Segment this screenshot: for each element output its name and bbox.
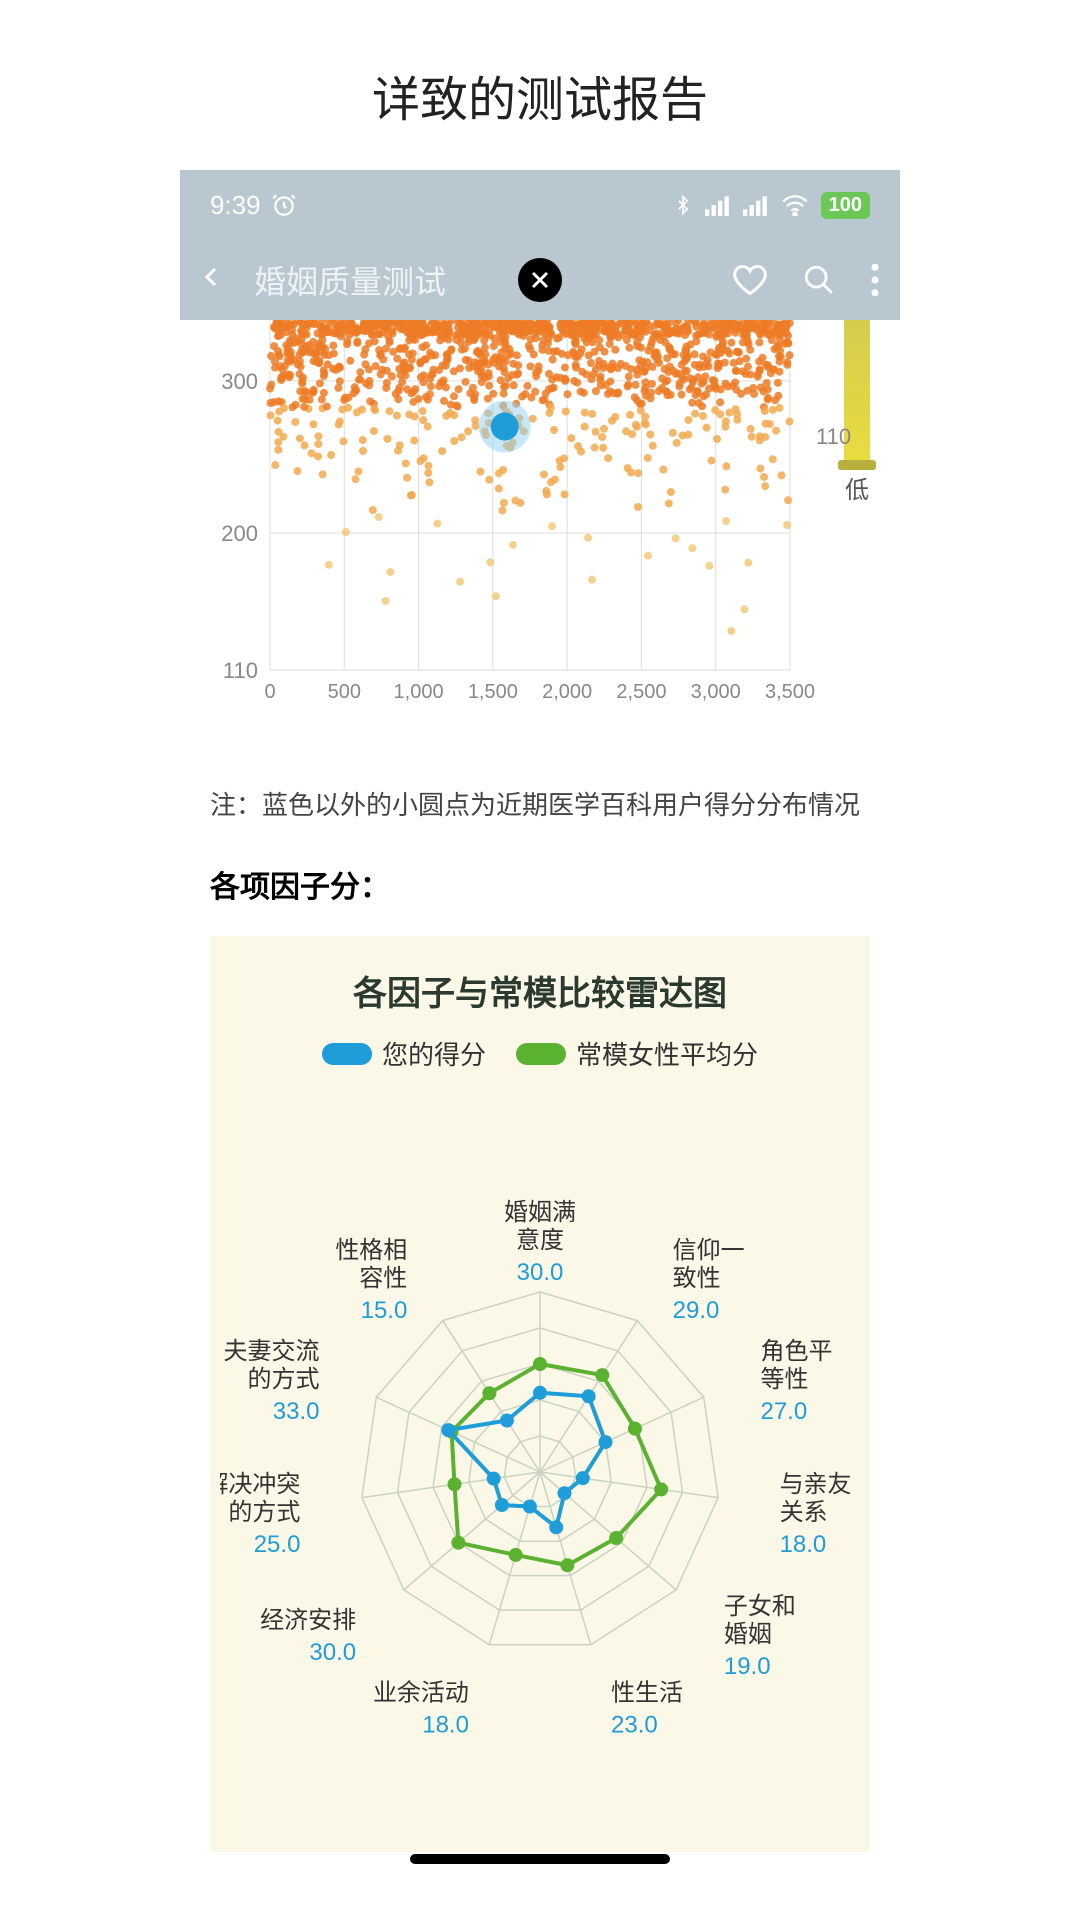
- svg-text:关系: 关系: [780, 1499, 828, 1526]
- svg-text:婚姻满: 婚姻满: [504, 1199, 576, 1226]
- svg-text:的方式: 的方式: [228, 1499, 300, 1526]
- svg-text:1,000: 1,000: [394, 681, 444, 703]
- radar-title: 各因子与常模比较雷达图: [220, 966, 860, 1015]
- radar-legend: 您的得分 常模女性平均分: [220, 1035, 860, 1072]
- svg-text:与亲友: 与亲友: [780, 1471, 852, 1498]
- svg-text:27.0: 27.0: [760, 1398, 807, 1425]
- svg-text:性生活: 性生活: [611, 1679, 683, 1706]
- svg-text:子女和: 子女和: [724, 1593, 796, 1620]
- svg-text:容性: 容性: [359, 1265, 407, 1292]
- chart-note: 注：蓝色以外的小圆点为近期医学百科用户得分分布情况: [180, 725, 900, 852]
- svg-text:等性: 等性: [760, 1366, 808, 1393]
- svg-text:29.0: 29.0: [673, 1297, 720, 1324]
- svg-text:200: 200: [221, 521, 258, 546]
- svg-text:的方式: 的方式: [248, 1366, 320, 1393]
- svg-text:业余活动: 业余活动: [373, 1679, 469, 1706]
- scatter-chart: 110 200 300 0 500 1,000 1,500 2,000 2,500 3,000 3,…: [180, 320, 900, 725]
- svg-text:110: 110: [223, 658, 258, 683]
- status-bar: 9:39 100: [180, 170, 900, 240]
- svg-text:18.0: 18.0: [780, 1531, 827, 1558]
- signal-icon: [705, 194, 731, 216]
- svg-text:解决冲突: 解决冲突: [220, 1471, 300, 1498]
- svg-text:夫妻交流: 夫妻交流: [224, 1338, 320, 1365]
- heart-icon[interactable]: [732, 262, 768, 298]
- svg-text:信仰一: 信仰一: [673, 1237, 745, 1264]
- back-icon[interactable]: [200, 259, 224, 301]
- section-title: 各项因子分：: [180, 852, 900, 936]
- status-time: 9:39: [210, 190, 261, 221]
- wifi-icon: [781, 194, 809, 216]
- search-icon[interactable]: [802, 263, 836, 297]
- signal-icon-2: [743, 194, 769, 216]
- svg-text:23.0: 23.0: [611, 1711, 658, 1738]
- svg-text:3,500: 3,500: [765, 681, 815, 703]
- home-indicator[interactable]: [410, 1854, 670, 1864]
- phone-frame: 9:39 100 婚姻质量测试: [180, 170, 900, 1892]
- svg-text:300: 300: [221, 369, 258, 394]
- alarm-icon: [271, 192, 297, 218]
- svg-text:18.0: 18.0: [422, 1711, 469, 1738]
- radar-chart: 婚姻满意度 30.0 信仰一致性 29.0 角色平等性 27.0 与亲友关系 18.0 子女和婚…: [220, 1092, 860, 1812]
- svg-text:低: 低: [845, 477, 869, 504]
- content-area: 110 200 300 0 500 1,000 1,500 2,000 2,500 3,000 3,…: [180, 320, 900, 1892]
- page-title: 详致的测试报告: [0, 0, 1080, 170]
- svg-text:500: 500: [328, 681, 361, 703]
- radar-panel: 各因子与常模比较雷达图 您的得分 常模女性平均分 婚姻满意度 30.0 信仰一致性 2…: [210, 936, 870, 1852]
- svg-text:角色平: 角色平: [760, 1338, 832, 1365]
- svg-text:0: 0: [264, 681, 275, 703]
- legend-item-user: 您的得分: [322, 1035, 486, 1072]
- app-bar: 婚姻质量测试: [180, 240, 900, 320]
- svg-text:15.0: 15.0: [361, 1297, 408, 1324]
- svg-text:30.0: 30.0: [309, 1639, 356, 1666]
- svg-text:2,000: 2,000: [542, 681, 592, 703]
- legend-item-norm: 常模女性平均分: [516, 1035, 758, 1072]
- legend-label: 您的得分: [382, 1035, 486, 1072]
- svg-text:意度: 意度: [516, 1227, 564, 1254]
- svg-text:致性: 致性: [673, 1265, 721, 1292]
- close-button[interactable]: [518, 258, 562, 302]
- legend-swatch: [322, 1043, 372, 1065]
- battery-badge: 100: [821, 192, 870, 219]
- legend-label: 常模女性平均分: [576, 1035, 758, 1072]
- svg-text:25.0: 25.0: [254, 1531, 301, 1558]
- svg-text:婚姻: 婚姻: [724, 1621, 772, 1648]
- app-bar-title: 婚姻质量测试: [254, 257, 446, 303]
- svg-text:3,000: 3,000: [691, 681, 741, 703]
- svg-text:19.0: 19.0: [724, 1653, 771, 1680]
- svg-text:33.0: 33.0: [273, 1398, 320, 1425]
- svg-text:110: 110: [816, 424, 851, 449]
- svg-text:性格相: 性格相: [335, 1237, 407, 1264]
- svg-text:30.0: 30.0: [517, 1259, 564, 1286]
- more-icon[interactable]: [870, 263, 880, 297]
- bluetooth-icon: [673, 192, 693, 218]
- legend-swatch: [516, 1043, 566, 1065]
- svg-text:2,500: 2,500: [616, 681, 666, 703]
- svg-text:1,500: 1,500: [468, 681, 518, 703]
- svg-text:经济安排: 经济安排: [260, 1607, 356, 1634]
